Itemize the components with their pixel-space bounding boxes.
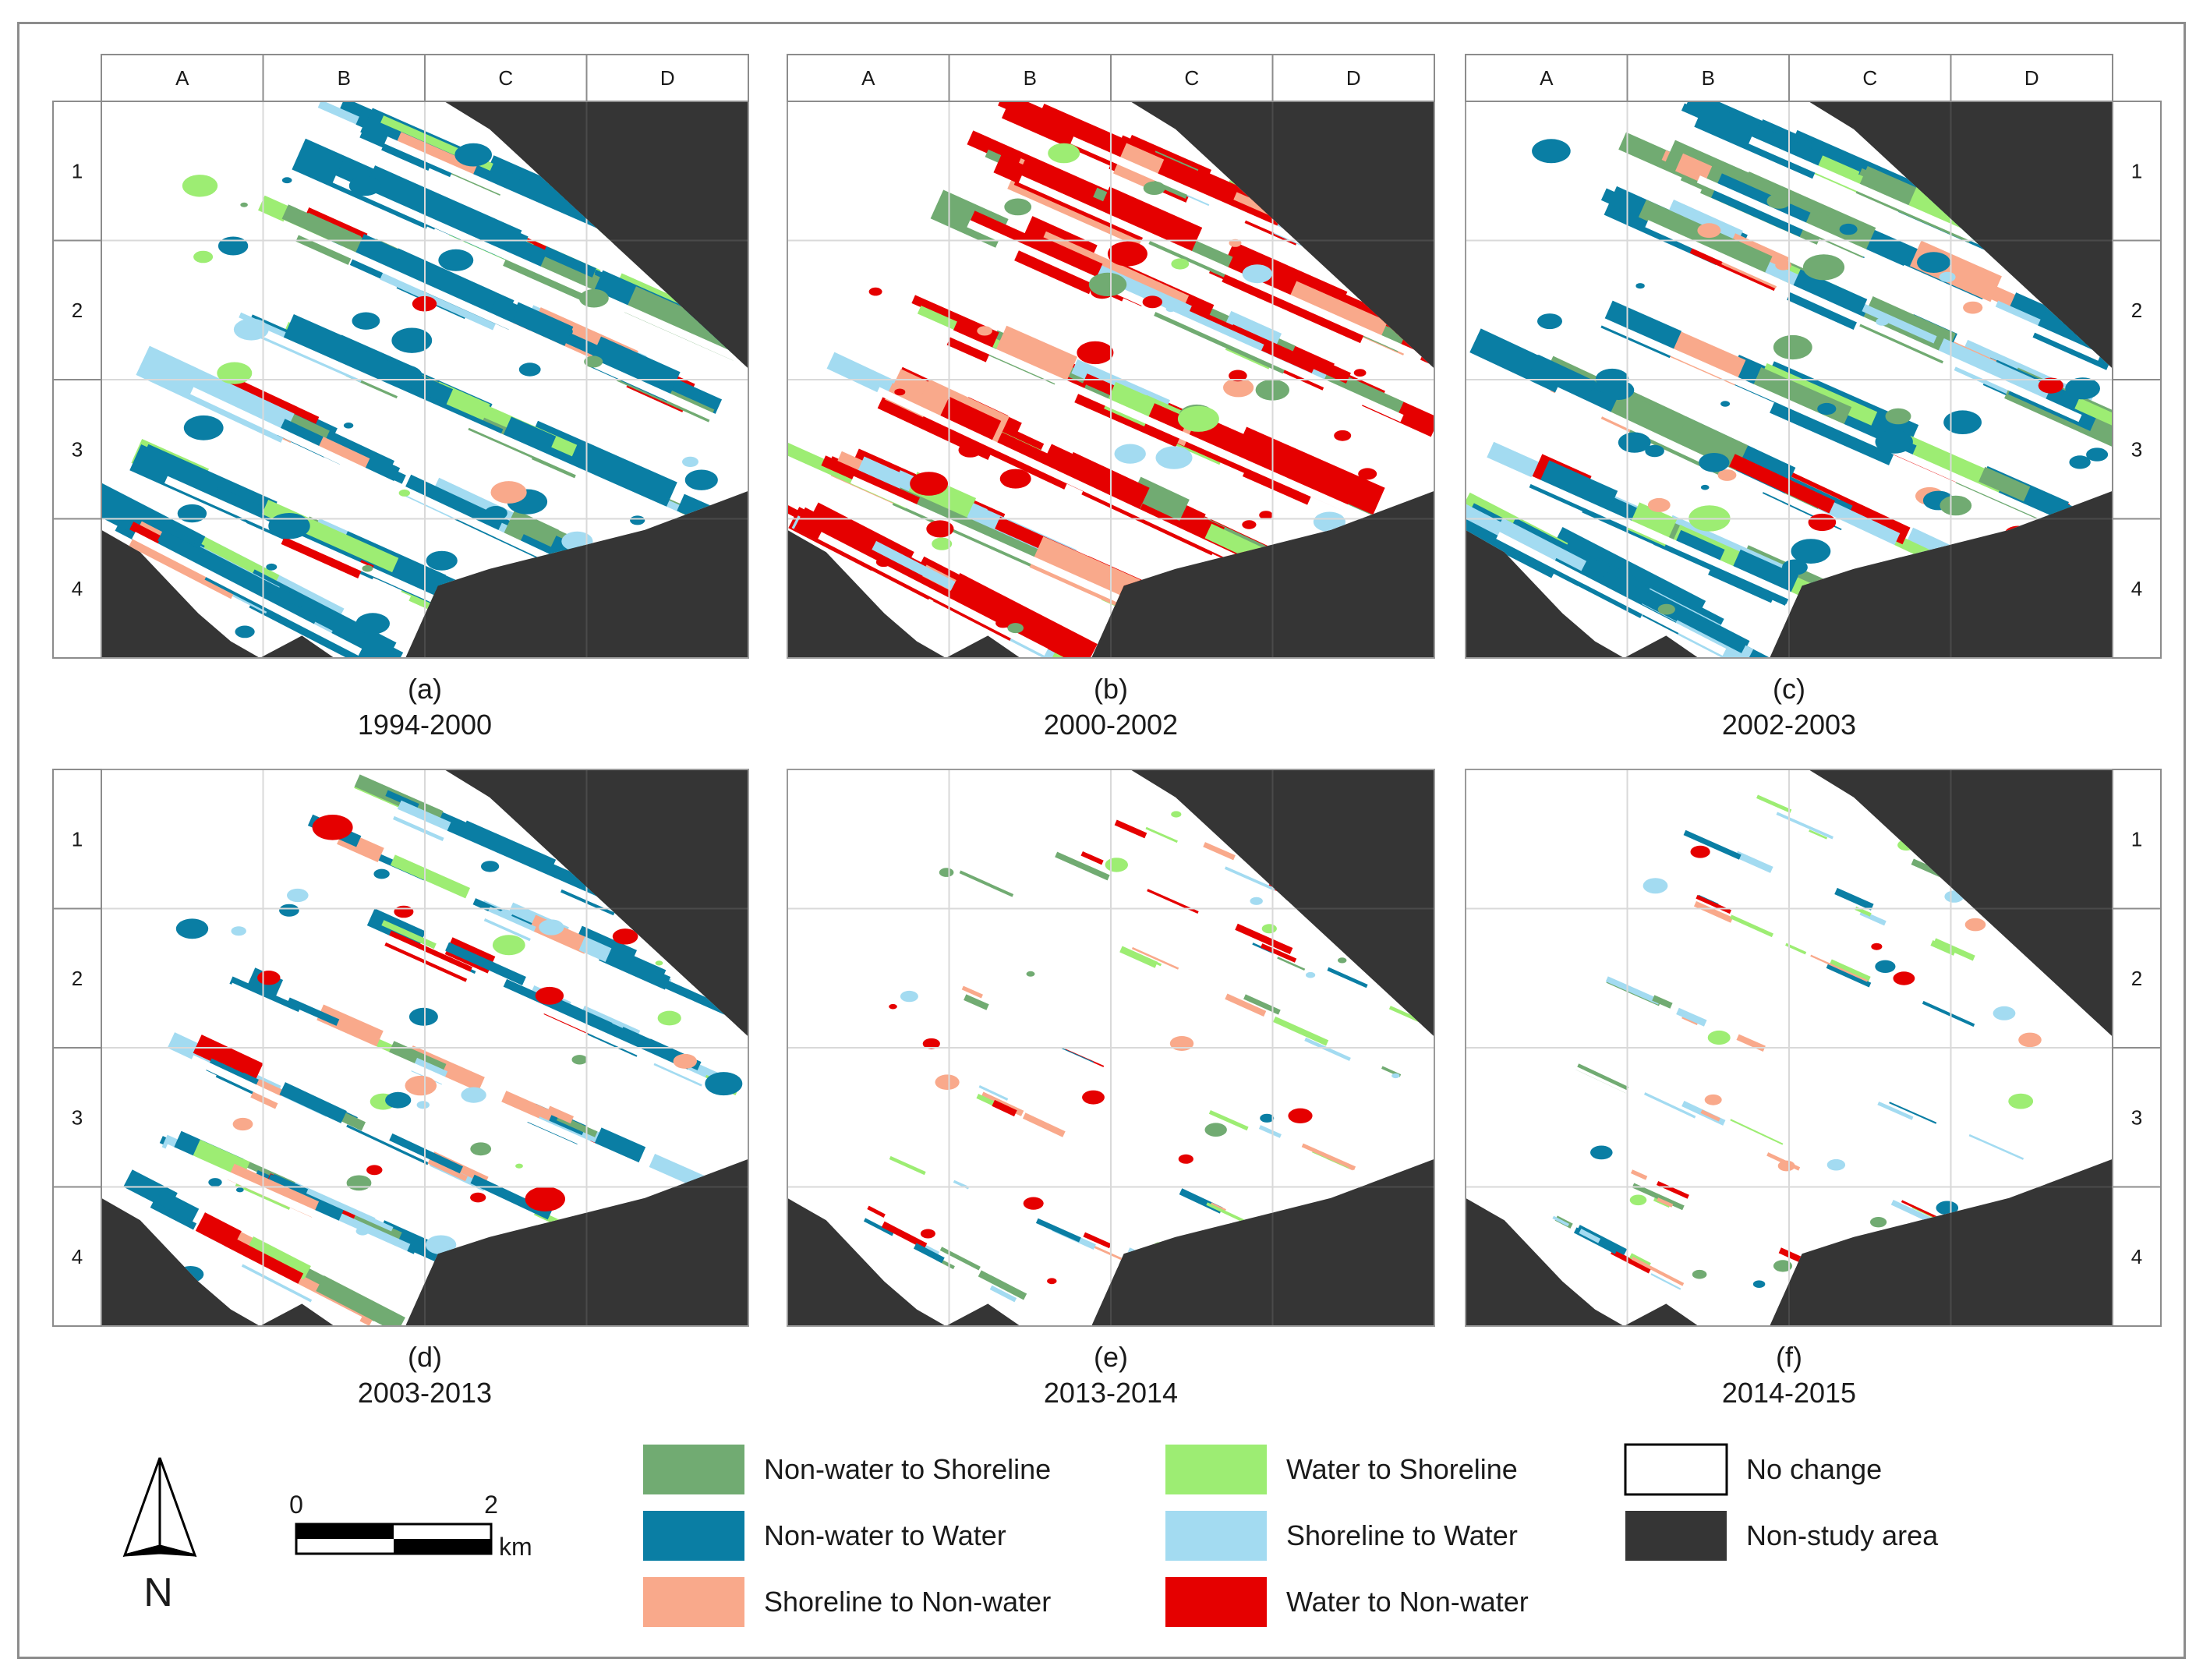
legend: Non-water to Shoreline Non-water to Water… [643, 1443, 1939, 1627]
grid-row-label: 2 [2131, 967, 2142, 990]
panel-years: 2003-2013 [358, 1377, 492, 1409]
grid-row-label: 3 [72, 1105, 83, 1129]
grid-row-label: 1 [72, 159, 83, 182]
legend-label: Water to Shoreline [1286, 1453, 1518, 1485]
panel-label: (a) [408, 673, 442, 705]
panel-label: (d) [408, 1341, 442, 1373]
panel-years: 2013-2014 [1044, 1377, 1178, 1409]
grid-row-label: 2 [72, 967, 83, 990]
panel-years: 1994-2000 [358, 709, 492, 741]
scale-end-label: 2 [484, 1491, 498, 1519]
grid-column-label: D [660, 66, 675, 90]
legend-swatch [1165, 1577, 1267, 1627]
grid-row-label: 1 [2131, 827, 2142, 851]
grid-column-label: C [1184, 66, 1199, 90]
map-panel: A B C D 1 2 3 4 (a) 1994-2000 [52, 54, 749, 741]
grid-row-label: 3 [2131, 1105, 2142, 1129]
grid-row-label: 3 [2131, 437, 2142, 461]
grid-column-label: A [175, 66, 189, 90]
change-patches [787, 101, 1434, 658]
north-arrow-icon [122, 1457, 197, 1558]
grid-column-label: B [338, 66, 351, 90]
grid-row-label: 1 [2131, 159, 2142, 182]
panel-years: 2002-2003 [1722, 709, 1856, 741]
grid-row-label: 1 [72, 827, 83, 851]
grid-row-label: 4 [2131, 577, 2142, 600]
legend-swatch [1165, 1445, 1267, 1494]
map-panel: 1 2 3 4 (f) 2014-2015 [1465, 769, 2162, 1409]
legend-label: Non-water to Shoreline [764, 1453, 1051, 1485]
map-panel: (e) 2013-2014 [787, 769, 1435, 1409]
grid-row-label: 4 [72, 1245, 83, 1268]
panel-label: (c) [1773, 673, 1805, 705]
legend-label: Non-water to Water [764, 1519, 1006, 1551]
legend-swatch [643, 1511, 744, 1561]
grid-row-label: 4 [72, 577, 83, 600]
legend-label: Shoreline to Water [1286, 1519, 1518, 1551]
panel-label: (e) [1094, 1341, 1128, 1373]
panel-label: (f) [1776, 1341, 1802, 1373]
grid-column-label: C [498, 66, 513, 90]
legend-label: Shoreline to Non-water [764, 1586, 1051, 1618]
legend-swatch [1624, 1443, 1728, 1496]
scale-bar: 0 2km [289, 1491, 532, 1561]
legend-swatch [643, 1577, 744, 1627]
grid-column-label: B [1702, 66, 1715, 90]
grid-row-label: 2 [2131, 299, 2142, 322]
panel-years: 2014-2015 [1722, 1377, 1856, 1409]
north-label: N [143, 1570, 173, 1615]
grid-row-label: 4 [2131, 1245, 2142, 1268]
map-panel: A B C D 1 2 3 4 (c) 2002-2003 [1465, 54, 2162, 741]
map-panel: A B C D (b) 2000-2002 [787, 54, 1435, 741]
legend-swatch [643, 1445, 744, 1494]
grid-column-label: D [2024, 66, 2039, 90]
legend-swatch [1625, 1511, 1727, 1561]
scale-start-label: 0 [289, 1491, 303, 1519]
legend-label: No change [1746, 1453, 1882, 1485]
legend-swatch [1165, 1511, 1267, 1561]
panel-label: (b) [1094, 673, 1128, 705]
grid-column-label: C [1862, 66, 1877, 90]
grid-column-label: B [1024, 66, 1037, 90]
grid-column-label: A [861, 66, 875, 90]
scale-unit-label: km [499, 1533, 532, 1561]
grid-column-label: A [1540, 66, 1554, 90]
grid-column-label: D [1346, 66, 1361, 90]
grid-row-label: 2 [72, 299, 83, 322]
map-panel: 1 2 3 4 (d) 2003-2013 [52, 769, 749, 1409]
legend-label: Non-study area [1746, 1519, 1939, 1551]
grid-row-label: 3 [72, 437, 83, 461]
legend-label: Water to Non-water [1286, 1586, 1529, 1618]
panel-years: 2000-2002 [1044, 709, 1178, 741]
